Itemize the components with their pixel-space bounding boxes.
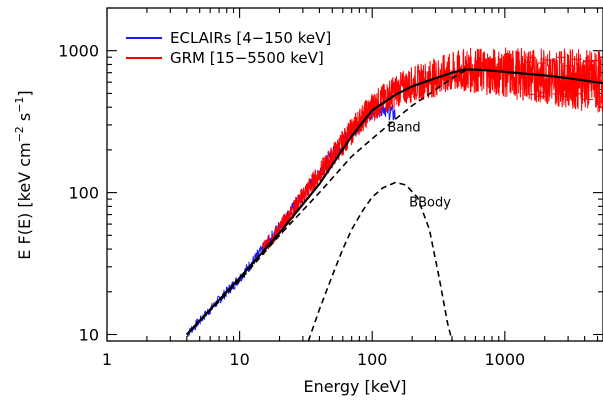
legend-label-grm: GRM [15−5500 keV] — [170, 49, 324, 67]
x-tick-label: 100 — [357, 350, 388, 369]
model-curve-bbody — [307, 181, 453, 341]
annotation-bbody: BBody — [409, 195, 451, 210]
axis-ticks — [106, 7, 603, 342]
y-tick-label: 100 — [68, 184, 99, 203]
annotation-band: Band — [387, 120, 420, 135]
y-tick-label: 10 — [79, 326, 99, 345]
legend-label-eclairs: ECLAIRs [4−150 keV] — [170, 29, 331, 47]
x-tick-label: 1000 — [484, 350, 525, 369]
x-axis-title: Energy [keV] — [303, 377, 406, 396]
plot-frame — [106, 7, 603, 342]
legend: ECLAIRs [4−150 keV] GRM [15−5500 keV] — [126, 29, 331, 67]
model-curve-total — [185, 68, 603, 336]
x-tick-label: 10 — [229, 350, 249, 369]
plot-area — [185, 47, 603, 341]
y-axis-title: E F(E) [keV cm−2 s−1] — [13, 90, 34, 259]
model-curve-band — [186, 68, 468, 336]
x-tick-label: 1 — [102, 350, 112, 369]
y-tick-label: 1000 — [58, 42, 99, 61]
data-trace — [262, 47, 603, 256]
